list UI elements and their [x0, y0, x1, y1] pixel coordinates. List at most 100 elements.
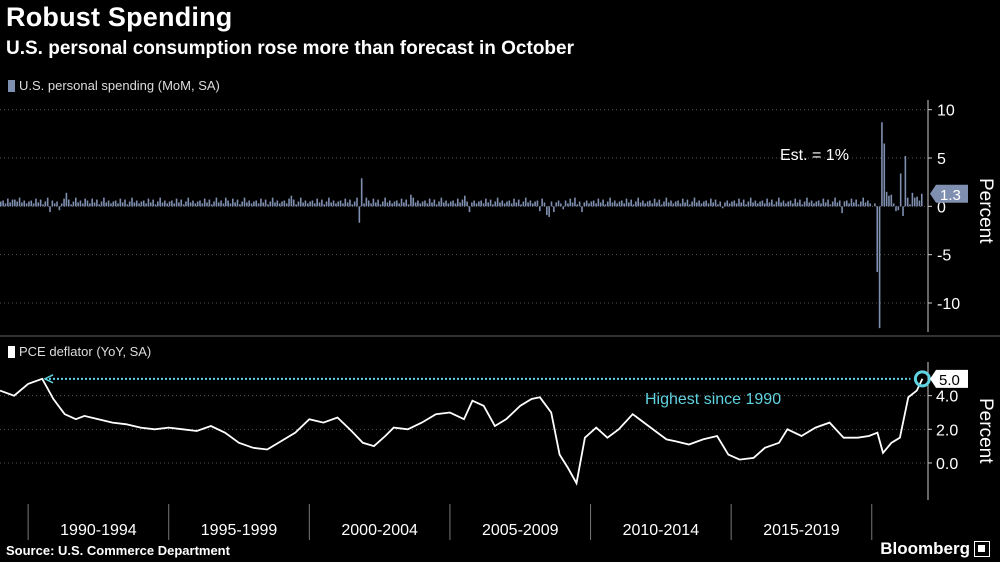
spending-bar [660, 204, 663, 207]
spending-bar [792, 203, 794, 207]
spending-bar [642, 200, 644, 207]
spending-bar [768, 202, 771, 207]
spending-bar [881, 122, 883, 207]
spending-bar [778, 197, 780, 207]
spending-bar [332, 200, 335, 207]
spending-bar [278, 203, 281, 207]
spending-bar [82, 203, 84, 207]
spending-bar [895, 206, 897, 212]
spending-bar [562, 206, 565, 210]
spending-bar [452, 200, 454, 207]
spending-bar [262, 202, 265, 207]
spending-bar [138, 203, 140, 207]
spending-bar [782, 200, 785, 207]
spending-bar [283, 200, 286, 207]
spending-bar [257, 203, 260, 207]
x-tick-label: 1995-1999 [201, 522, 278, 539]
spending-bar [604, 204, 607, 207]
spending-bar [2, 200, 4, 207]
spending-bar [665, 197, 668, 207]
spending-bar [110, 203, 112, 207]
spending-bar [822, 198, 825, 207]
spending-bar [114, 200, 117, 207]
spending-bar [250, 203, 253, 207]
spending-bar [590, 201, 593, 207]
spending-bar [208, 199, 211, 207]
spending-bar [96, 199, 98, 207]
spending-bar [419, 203, 422, 207]
spending-bar [145, 203, 147, 207]
x-tick-label: 2005-2009 [482, 522, 559, 539]
spending-bar [309, 201, 311, 207]
spending-bar [182, 204, 185, 207]
spending-bar [269, 201, 272, 207]
spending-bar [440, 197, 443, 207]
spending-bar [267, 204, 269, 207]
spending-bar [820, 203, 822, 207]
spending-bar [4, 203, 7, 207]
spending-bar [789, 200, 792, 207]
spending-bar [775, 201, 778, 207]
annotation-highest: Highest since 1990 [645, 391, 781, 408]
spending-bar [260, 198, 262, 207]
spending-bar [672, 203, 675, 207]
spending-bar [98, 204, 101, 207]
spending-bar [761, 200, 764, 207]
spending-bar [128, 201, 131, 207]
spending-bar [426, 203, 429, 207]
spending-bar [206, 202, 208, 207]
pce-series-line [0, 377, 924, 486]
spending-bar [166, 203, 168, 207]
spending-bar [154, 204, 157, 207]
spending-bar [23, 200, 26, 207]
spending-bar [112, 201, 115, 207]
spending-bar [201, 203, 204, 207]
spending-bar [466, 201, 468, 207]
spending-bar [72, 201, 75, 207]
spending-bar [853, 202, 855, 207]
spending-bar [288, 198, 290, 207]
spending-bar [91, 198, 93, 207]
spending-bar [210, 204, 213, 207]
spending-bar [74, 197, 77, 207]
spending-bar [349, 199, 351, 207]
spending-bar [909, 204, 911, 207]
spending-bar [135, 200, 138, 207]
spending-bar [543, 202, 546, 207]
last-value-tag-spending [930, 184, 968, 203]
spending-bar [740, 202, 743, 207]
spending-bar [217, 202, 220, 207]
spending-bar [274, 202, 276, 207]
spending-bar [18, 197, 21, 207]
spending-bar [178, 202, 180, 207]
spending-bar [560, 203, 562, 207]
spending-bar [65, 192, 68, 207]
legend-label-pce: PCE deflator (YoY, SA) [19, 344, 152, 359]
spending-bar [180, 199, 183, 207]
spending-bar [618, 201, 621, 207]
spending-bar [742, 199, 745, 207]
spending-bar [860, 201, 862, 207]
y-axis-label-pce: Percent [975, 398, 996, 464]
spending-bar [292, 199, 295, 207]
spending-bar [100, 201, 103, 207]
spending-bar [602, 199, 604, 207]
spending-bar [79, 200, 82, 207]
spending-bar [297, 201, 300, 207]
spending-bar [494, 201, 497, 207]
spending-bar [578, 201, 581, 207]
spending-bar [433, 199, 436, 207]
spending-bar [142, 200, 145, 207]
spending-bar [199, 200, 201, 207]
spending-bar [892, 203, 895, 207]
spending-bar [674, 201, 677, 207]
spending-bar [140, 201, 143, 207]
spending-bar [149, 202, 152, 207]
spending-bar [367, 200, 370, 207]
spending-bar [752, 202, 754, 207]
spending-bar [492, 204, 494, 207]
spending-bar [227, 200, 229, 207]
spending-bar [16, 201, 18, 207]
spending-bar [698, 200, 700, 207]
spending-bar [597, 198, 600, 207]
